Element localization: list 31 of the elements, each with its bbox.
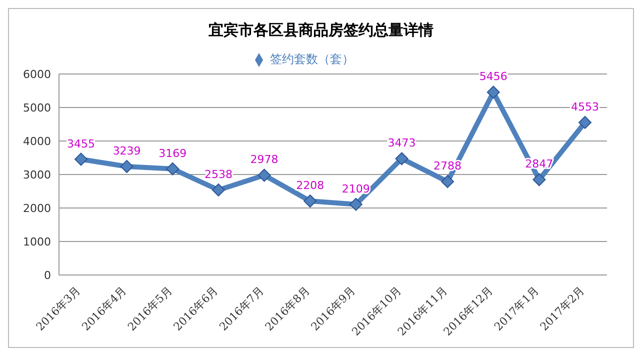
- data-label: 3455: [67, 137, 95, 150]
- y-tick-label: 3000: [23, 168, 51, 182]
- point: [532, 173, 546, 186]
- point: [395, 152, 408, 166]
- data-label: 3169: [158, 146, 187, 160]
- point: [166, 162, 180, 176]
- point: [304, 194, 317, 208]
- y-tick-label: 5000: [23, 101, 51, 114]
- data-label: 5456: [479, 70, 508, 84]
- data-label: 2538: [204, 168, 232, 181]
- data-label: 4553: [571, 100, 599, 114]
- point: [578, 116, 592, 129]
- point: [120, 160, 134, 173]
- point: [258, 168, 271, 182]
- legend-label: 签约套数（套）: [270, 52, 354, 66]
- point: [441, 175, 454, 188]
- data-label: 3239: [112, 144, 141, 158]
- data-label: 2978: [250, 153, 278, 166]
- y-tick-label: 2000: [23, 202, 51, 215]
- data-label: 2109: [342, 182, 370, 196]
- y-tick-label: 6000: [23, 68, 51, 81]
- point: [212, 183, 225, 196]
- point: [74, 152, 88, 166]
- y-tick-label: 4000: [23, 134, 51, 148]
- y-tick-label: 0: [44, 268, 51, 282]
- data-label: 3473: [388, 136, 416, 150]
- data-label: 2208: [296, 179, 324, 192]
- point: [349, 198, 362, 211]
- y-tick-label: 1000: [23, 235, 51, 248]
- chart-title: 宜宾市各区县商品房签约总量详情: [208, 20, 434, 41]
- point: [486, 86, 500, 99]
